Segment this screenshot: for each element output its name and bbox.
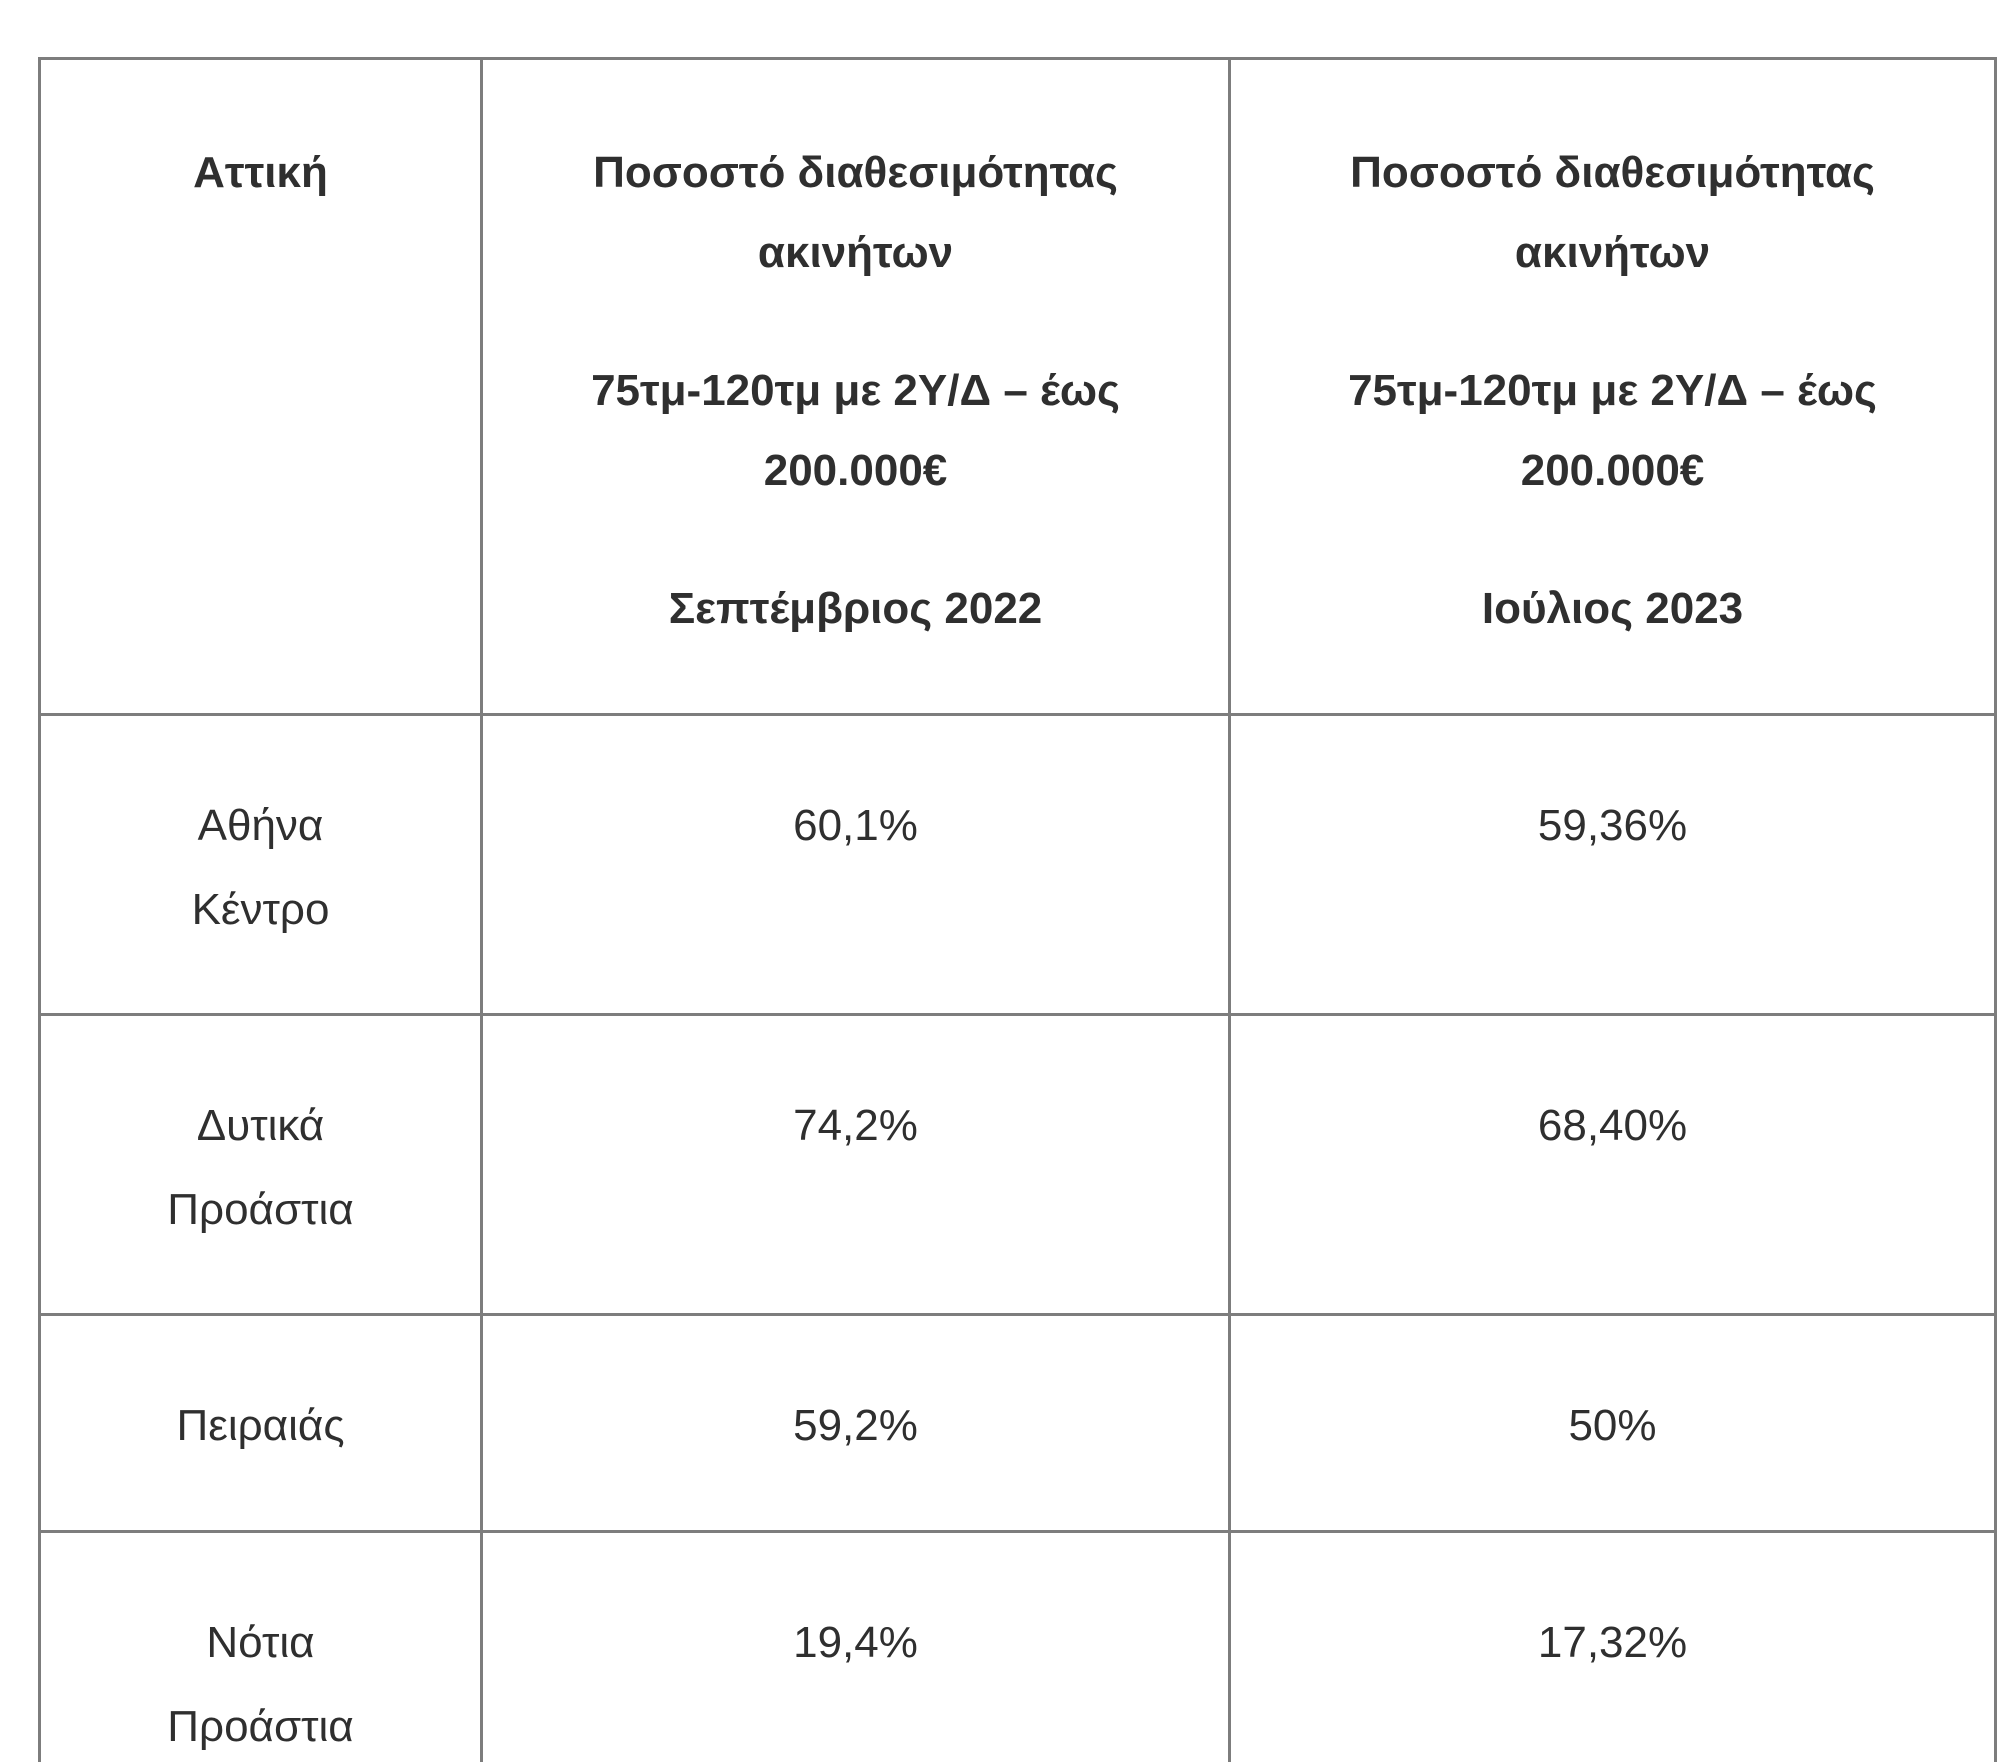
header-sep2022-title-line2: ακινήτων (757, 228, 954, 277)
table-row-western-suburbs: Δυτικά Προάστια 74,2% 68,40% (38, 1013, 1997, 1316)
region-label-line1: Δυτικά (196, 1101, 325, 1150)
value-cell-western-suburbs-sep2022: 74,2% (480, 1013, 1231, 1316)
region-label-line1: Πειραιάς (176, 1401, 345, 1450)
header-sep2022-period: Σεπτέμβριος 2022 (668, 584, 1043, 633)
value-cell-western-suburbs-jul2023: 68,40% (1228, 1013, 1997, 1316)
header-jul2023-title-line2: ακινήτων (1514, 228, 1711, 277)
region-label-line2: Προάστια (167, 1702, 354, 1751)
header-jul2023-criteria-line2: 200.000€ (1520, 446, 1705, 495)
value-cell-piraeus-sep2022: 59,2% (480, 1313, 1231, 1533)
value-jul2023: 59,36% (1537, 801, 1688, 850)
header-sep2022-criteria-line1: 75τμ-120τμ με 2Υ/Δ – έως (591, 366, 1120, 415)
value-cell-southern-suburbs-sep2022: 19,4% (480, 1530, 1231, 1762)
value-jul2023: 68,40% (1537, 1101, 1688, 1150)
value-jul2023: 50% (1568, 1401, 1657, 1450)
value-cell-piraeus-jul2023: 50% (1228, 1313, 1997, 1533)
value-cell-athens-center-sep2022: 60,1% (480, 713, 1231, 1016)
region-label-line2: Προάστια (167, 1185, 354, 1234)
value-sep2022: 59,2% (793, 1401, 918, 1450)
value-sep2022: 19,4% (793, 1618, 918, 1667)
header-region-label: Αττική (193, 148, 328, 197)
region-label-line1: Νότια (206, 1618, 315, 1667)
header-cell-sep2022: Ποσοστό διαθεσιμότητας ακινήτων 75τμ-120… (480, 57, 1231, 716)
header-cell-region: Αττική (38, 57, 483, 716)
header-jul2023-title-line1: Ποσοστό διαθεσιμότητας (1350, 148, 1875, 197)
region-label-line2: Κέντρο (191, 885, 330, 934)
value-sep2022: 60,1% (793, 801, 918, 850)
region-cell-athens-center: Αθήνα Κέντρο (38, 713, 483, 1016)
table-row-athens-center: Αθήνα Κέντρο 60,1% 59,36% (38, 713, 1997, 1016)
region-cell-western-suburbs: Δυτικά Προάστια (38, 1013, 483, 1316)
value-cell-athens-center-jul2023: 59,36% (1228, 713, 1997, 1016)
header-row: Αττική Ποσοστό διαθεσιμότητας ακινήτων 7… (38, 57, 1997, 716)
header-jul2023-criteria-line1: 75τμ-120τμ με 2Υ/Δ – έως (1348, 366, 1877, 415)
region-label-line1: Αθήνα (197, 801, 324, 850)
region-cell-southern-suburbs: Νότια Προάστια (38, 1530, 483, 1762)
header-sep2022-title-line1: Ποσοστό διαθεσιμότητας (593, 148, 1118, 197)
header-cell-jul2023: Ποσοστό διαθεσιμότητας ακινήτων 75τμ-120… (1228, 57, 1997, 716)
table-row-southern-suburbs: Νότια Προάστια 19,4% 17,32% (38, 1530, 1997, 1762)
header-jul2023-period: Ιούλιος 2023 (1481, 584, 1744, 633)
table-row-piraeus: Πειραιάς 59,2% 50% (38, 1313, 1997, 1533)
value-sep2022: 74,2% (793, 1101, 918, 1150)
value-jul2023: 17,32% (1537, 1618, 1688, 1667)
value-cell-southern-suburbs-jul2023: 17,32% (1228, 1530, 1997, 1762)
header-sep2022-criteria-line2: 200.000€ (763, 446, 948, 495)
region-cell-piraeus: Πειραιάς (38, 1313, 483, 1533)
availability-table: Αττική Ποσοστό διαθεσιμότητας ακινήτων 7… (38, 57, 1997, 1762)
